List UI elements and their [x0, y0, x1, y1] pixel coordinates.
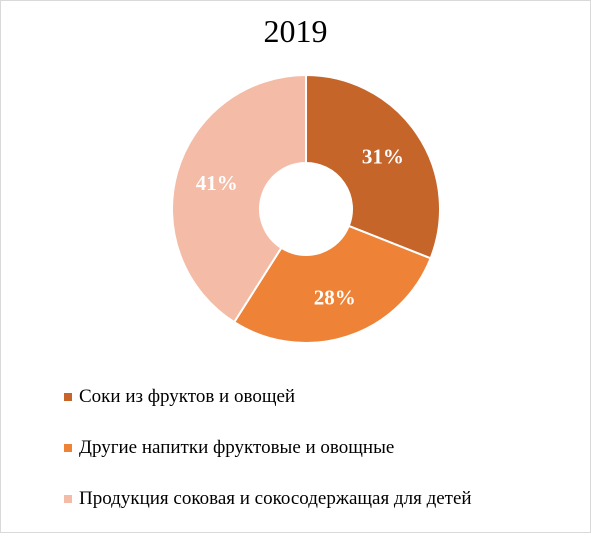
legend-swatch: [64, 495, 72, 503]
legend-item: Другие напитки фруктовые и овощные: [64, 436, 472, 460]
slice-data-label: 31%: [362, 145, 404, 169]
legend-label: Соки из фруктов и овощей: [79, 386, 296, 407]
donut-slice: [305, 73, 441, 260]
slice-data-label: 28%: [314, 285, 356, 309]
donut-slice: [171, 73, 307, 324]
legend: Соки из фруктов и овощей Другие напитки ф…: [64, 385, 472, 538]
chart-title: 2019: [263, 13, 328, 49]
legend-label: Другие напитки фруктовые и овощные: [79, 437, 395, 458]
donut-slice: [232, 224, 432, 344]
legend-swatch: [64, 444, 72, 452]
slice-data-label: 41%: [196, 171, 238, 195]
legend-item: Соки из фруктов и овощей: [64, 385, 472, 409]
legend-label: Продукция соковая и сокосодержащая для д…: [79, 488, 472, 509]
donut-chart: 31% 28% 41%: [171, 73, 441, 344]
legend-item: Продукция соковая и сокосодержащая для д…: [64, 487, 472, 511]
legend-swatch: [64, 393, 72, 401]
